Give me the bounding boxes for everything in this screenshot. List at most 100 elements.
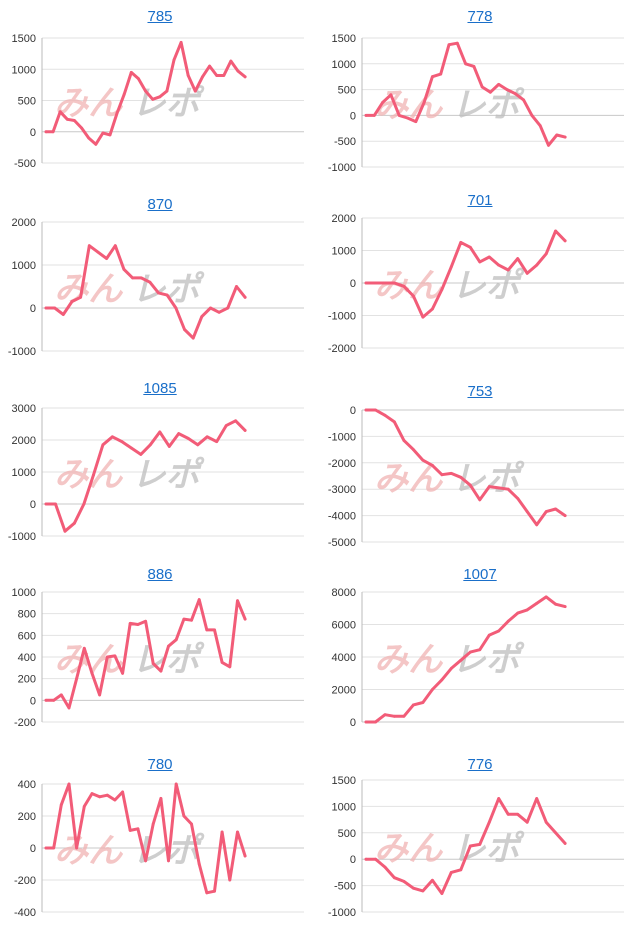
y-tick-label: 3000 <box>12 403 36 415</box>
data-point <box>144 619 148 623</box>
line-chart: 2000 1000 0 -1000 -2000 みん レポ <box>328 213 624 355</box>
watermark: みん レポ <box>54 456 204 494</box>
data-point <box>96 250 100 254</box>
data-point <box>497 629 501 633</box>
y-tick-label: 2000 <box>332 685 356 697</box>
chart-title-link[interactable]: 778 <box>467 8 493 25</box>
chart-title-link[interactable]: 785 <box>147 8 173 25</box>
data-point <box>422 101 426 104</box>
data-point <box>393 714 396 718</box>
series-line <box>364 229 567 319</box>
data-point <box>228 665 232 669</box>
data-point <box>52 698 56 702</box>
chart-title-link[interactable]: 780 <box>147 756 173 773</box>
y-tick-label: 600 <box>18 630 36 642</box>
y-tick-label: 1000 <box>332 246 356 258</box>
data-point <box>402 880 406 883</box>
chart-title-link[interactable]: 701 <box>467 192 493 209</box>
data-point <box>412 886 415 890</box>
y-tick-label: 500 <box>338 828 356 840</box>
chart-title-link[interactable]: 776 <box>467 756 493 773</box>
y-tick-label: 0 <box>30 127 36 139</box>
data-point <box>174 638 178 642</box>
data-point <box>80 126 83 130</box>
data-point <box>44 306 48 310</box>
line-chart: 1500 1000 500 0 -500 みん レポ <box>12 33 304 170</box>
data-point <box>447 43 451 47</box>
data-point <box>220 661 224 664</box>
chart-title-link[interactable]: 753 <box>467 383 493 400</box>
data-point <box>186 74 190 77</box>
data-point <box>148 280 152 284</box>
data-point <box>129 446 133 450</box>
data-point <box>402 439 406 442</box>
data-point <box>421 889 425 893</box>
data-point <box>228 878 232 882</box>
data-point <box>128 829 132 832</box>
data-point <box>205 628 209 632</box>
data-point <box>236 69 240 73</box>
data-point <box>525 271 529 275</box>
chart-title-link[interactable]: 1007 <box>463 566 497 583</box>
y-tick-label: -1000 <box>328 907 356 919</box>
data-point <box>191 336 195 340</box>
data-point <box>122 267 126 271</box>
data-point <box>213 889 216 893</box>
data-point <box>196 443 200 447</box>
data-point <box>213 628 216 632</box>
y-tick-label: 0 <box>350 405 356 417</box>
data-point <box>406 116 409 120</box>
data-point <box>464 62 467 66</box>
data-point <box>174 782 178 786</box>
chart-panel-0: 785 1500 1000 500 0 -500 みん レポ <box>0 0 320 188</box>
data-point <box>530 114 534 117</box>
data-point <box>421 458 425 462</box>
data-point <box>449 667 453 670</box>
data-point <box>513 92 517 96</box>
chart-title-link[interactable]: 870 <box>147 196 173 213</box>
data-point <box>535 797 539 800</box>
data-point <box>215 440 219 443</box>
data-point <box>497 83 501 86</box>
data-point <box>94 142 98 146</box>
watermark: みん レポ <box>374 460 524 498</box>
data-point <box>59 803 63 807</box>
data-point <box>63 529 67 533</box>
data-point <box>208 64 212 68</box>
data-point <box>431 878 434 882</box>
data-point <box>554 602 557 606</box>
data-point <box>59 693 63 697</box>
data-point <box>364 720 368 724</box>
y-tick-label: 1000 <box>332 59 356 71</box>
y-tick-label: -4000 <box>328 511 356 523</box>
data-point <box>215 74 219 77</box>
y-tick-label: 800 <box>18 609 36 621</box>
data-point <box>402 284 406 288</box>
chart-panel-4: 1085 3000 2000 1000 0 -1000 みん レポ <box>0 380 320 568</box>
data-point <box>129 71 133 74</box>
data-point <box>44 502 48 506</box>
chart-title-link[interactable]: 1085 <box>143 380 177 397</box>
data-point <box>87 244 91 248</box>
data-point <box>505 88 509 91</box>
data-point <box>151 662 155 665</box>
data-point <box>128 622 132 625</box>
data-point <box>182 617 186 621</box>
data-point <box>440 678 444 682</box>
data-point <box>65 117 69 121</box>
data-point <box>449 265 453 269</box>
data-point <box>544 595 548 599</box>
data-point <box>101 131 105 135</box>
data-point <box>101 443 105 447</box>
y-tick-label: -500 <box>14 158 36 170</box>
data-point <box>98 693 101 697</box>
data-point <box>148 443 152 447</box>
data-point <box>468 245 472 249</box>
data-point <box>412 294 415 298</box>
data-point <box>535 523 539 527</box>
data-point <box>205 891 209 895</box>
chart-title-link[interactable]: 886 <box>147 566 173 583</box>
data-point <box>563 514 567 517</box>
data-point <box>197 598 201 601</box>
